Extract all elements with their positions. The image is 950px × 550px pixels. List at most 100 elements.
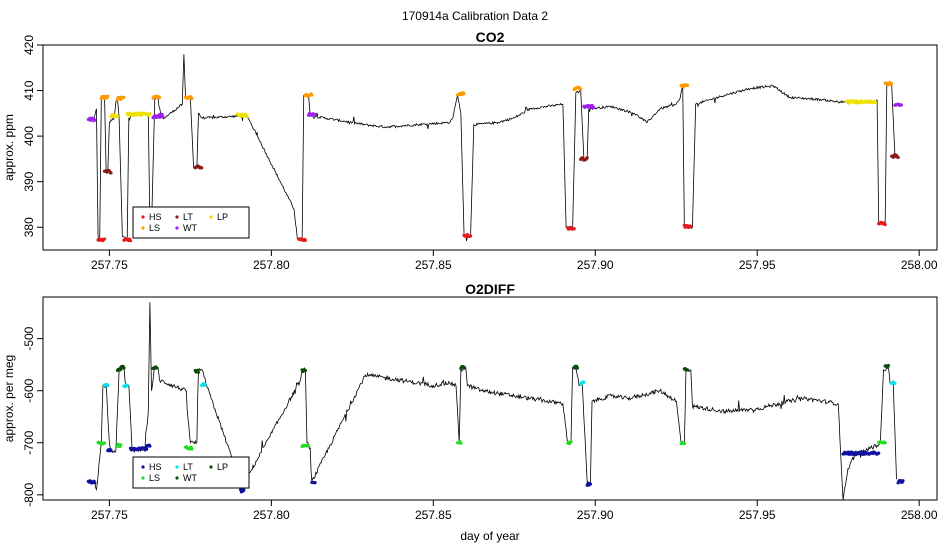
series-point (313, 481, 317, 485)
series-hs-segment (566, 225, 576, 231)
series-point (93, 118, 97, 122)
series-ls-segment (572, 85, 583, 92)
series-lt-segment (579, 380, 586, 386)
legend-marker (175, 476, 179, 480)
series-wt-segment (86, 116, 97, 123)
series-wt-segment (893, 102, 903, 107)
series-point (148, 112, 152, 116)
x-tick-label: 257.95 (739, 258, 776, 272)
series-ls-segment (183, 445, 194, 451)
series-hs-segment (128, 446, 149, 452)
series-wt-segment (307, 111, 317, 118)
y-tick-label: -700 (22, 430, 36, 454)
series-point (154, 366, 158, 370)
series-hs-segment (877, 220, 887, 227)
series-lt-segment (579, 156, 589, 162)
series-point (115, 114, 120, 118)
series-lp-segment (844, 99, 878, 105)
legend-label: WT (183, 223, 197, 233)
plot-area (86, 302, 905, 500)
series-point (682, 442, 686, 446)
series-point (462, 91, 466, 95)
series-point (93, 481, 97, 485)
series-ls-segment (883, 81, 894, 87)
panel-title: O2DIFF (465, 281, 515, 297)
y-axis-label: approx. ppm (2, 114, 16, 181)
x-tick-label: 258.00 (901, 508, 938, 522)
series-point (588, 482, 593, 486)
series-point (313, 113, 317, 117)
legend-marker (141, 476, 145, 480)
series-point (689, 224, 693, 229)
series-wt-segment (582, 103, 596, 110)
legend-marker (141, 465, 145, 469)
series-lp-segment (151, 365, 158, 371)
series-lt-segment (890, 153, 900, 159)
series-point (883, 441, 887, 445)
series-lp-segment (883, 363, 891, 369)
series-point (106, 384, 110, 388)
legend: HS LT LP LS WT (132, 206, 250, 239)
legend-label: LP (217, 462, 228, 472)
series-ls-segment (566, 440, 573, 446)
series-ambient-line (94, 302, 897, 500)
series-point (307, 444, 311, 448)
legend-box (132, 456, 250, 489)
series-point (102, 237, 107, 241)
series-point (109, 171, 113, 175)
legend-marker (175, 226, 179, 230)
series-point (161, 115, 165, 119)
panel-title: CO2 (476, 29, 505, 45)
x-tick-label: 257.85 (415, 508, 452, 522)
series-point (122, 95, 126, 100)
series-ls-segment (456, 91, 466, 97)
series-point (109, 449, 113, 453)
x-tick-label: 257.95 (739, 508, 776, 522)
series-ls-segment (679, 83, 690, 89)
series-point (310, 93, 314, 97)
legend-label: LS (149, 223, 160, 233)
series-point (128, 239, 133, 243)
series-hs-segment (896, 479, 905, 485)
series-point (148, 444, 152, 448)
series-hs-segment (462, 232, 473, 239)
series-ls-segment (183, 95, 194, 101)
y-tick-label: 380 (22, 217, 36, 237)
series-lp-segment (193, 368, 201, 374)
series-hs-segment (682, 223, 693, 230)
legend-marker (175, 215, 179, 219)
legend-label: LP (217, 212, 228, 222)
series-ls-segment (303, 92, 314, 98)
series-point (190, 96, 194, 101)
x-axis-label: day of year (460, 529, 519, 543)
series-ls-segment (96, 440, 107, 446)
legend-marker (141, 215, 145, 219)
series-point (106, 94, 110, 98)
figure-suptitle: 170914a Calibration Data 2 (402, 9, 548, 23)
y-tick-label: 390 (22, 171, 36, 191)
series-ls-segment (300, 443, 311, 449)
series-point (303, 238, 307, 242)
series-point (569, 440, 573, 444)
series-ls-segment (99, 94, 110, 100)
series-lp-segment (682, 366, 690, 372)
series-lt-segment (193, 164, 204, 170)
plot-frame (42, 296, 938, 501)
series-ls-segment (151, 94, 162, 100)
series-lt-segment (102, 383, 110, 388)
series-hs-segment (122, 237, 133, 243)
series-point (886, 363, 891, 368)
legend-marker (175, 465, 179, 469)
series-point (468, 234, 473, 238)
series-ls-segment (115, 95, 126, 102)
series-lp-segment (125, 111, 152, 117)
series-hs-segment (297, 237, 307, 243)
legend-marker (141, 226, 145, 230)
series-ls-segment (456, 440, 463, 445)
legend-marker (209, 215, 213, 219)
series-point (245, 114, 249, 118)
series-point (592, 105, 596, 109)
series-point (242, 488, 246, 492)
series-hs-segment (96, 237, 107, 243)
